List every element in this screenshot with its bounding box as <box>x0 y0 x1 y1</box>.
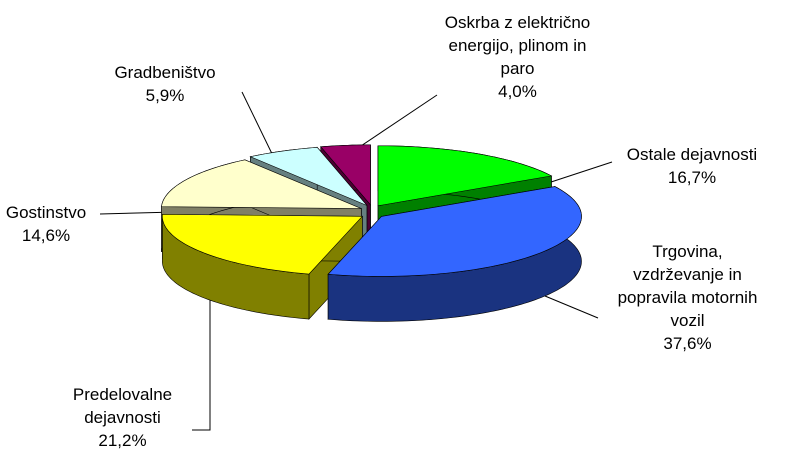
leader-line <box>544 161 613 185</box>
slice-label: Predelovalne dejavnosti 21,2% <box>65 383 180 452</box>
leader-line <box>544 295 599 319</box>
slice-label: Ostale dejavnosti 16,7% <box>612 143 772 189</box>
slice-top <box>249 147 368 206</box>
slice-top <box>327 186 582 277</box>
slice-label: Oskrba z električno energijo, plinom in … <box>435 11 600 103</box>
pie <box>161 144 582 322</box>
value-label: 5,9% <box>145 86 185 105</box>
slice-label: Gostinstvo 14,6% <box>0 201 92 247</box>
slice-label: Gradbeništvo 5,9% <box>100 61 230 107</box>
category-label: Gradbeništvo <box>114 63 216 82</box>
slice <box>327 186 582 322</box>
leader-line <box>192 300 211 431</box>
value-label: 16,7% <box>667 168 717 187</box>
slice-top <box>161 159 362 209</box>
category-label: Oskrba z električno energijo, plinom in … <box>444 13 591 78</box>
value-label: 21,2% <box>98 431 147 450</box>
leader-line <box>241 91 277 163</box>
value-label: 14,6% <box>21 226 71 245</box>
value-label: 37,6% <box>663 334 712 353</box>
category-label: Gostinstvo <box>5 203 87 222</box>
category-label: Ostale dejavnosti <box>626 145 758 164</box>
category-label: Predelovalne dejavnosti <box>72 385 173 427</box>
value-label: 4,0% <box>498 82 537 101</box>
slice-top <box>320 144 371 206</box>
category-label: Trgovina, vzdrževanje in popravila motor… <box>617 242 758 330</box>
slice-top <box>162 214 364 275</box>
slice-label: Trgovina, vzdrževanje in popravila motor… <box>605 240 770 355</box>
slice-top <box>377 145 553 207</box>
